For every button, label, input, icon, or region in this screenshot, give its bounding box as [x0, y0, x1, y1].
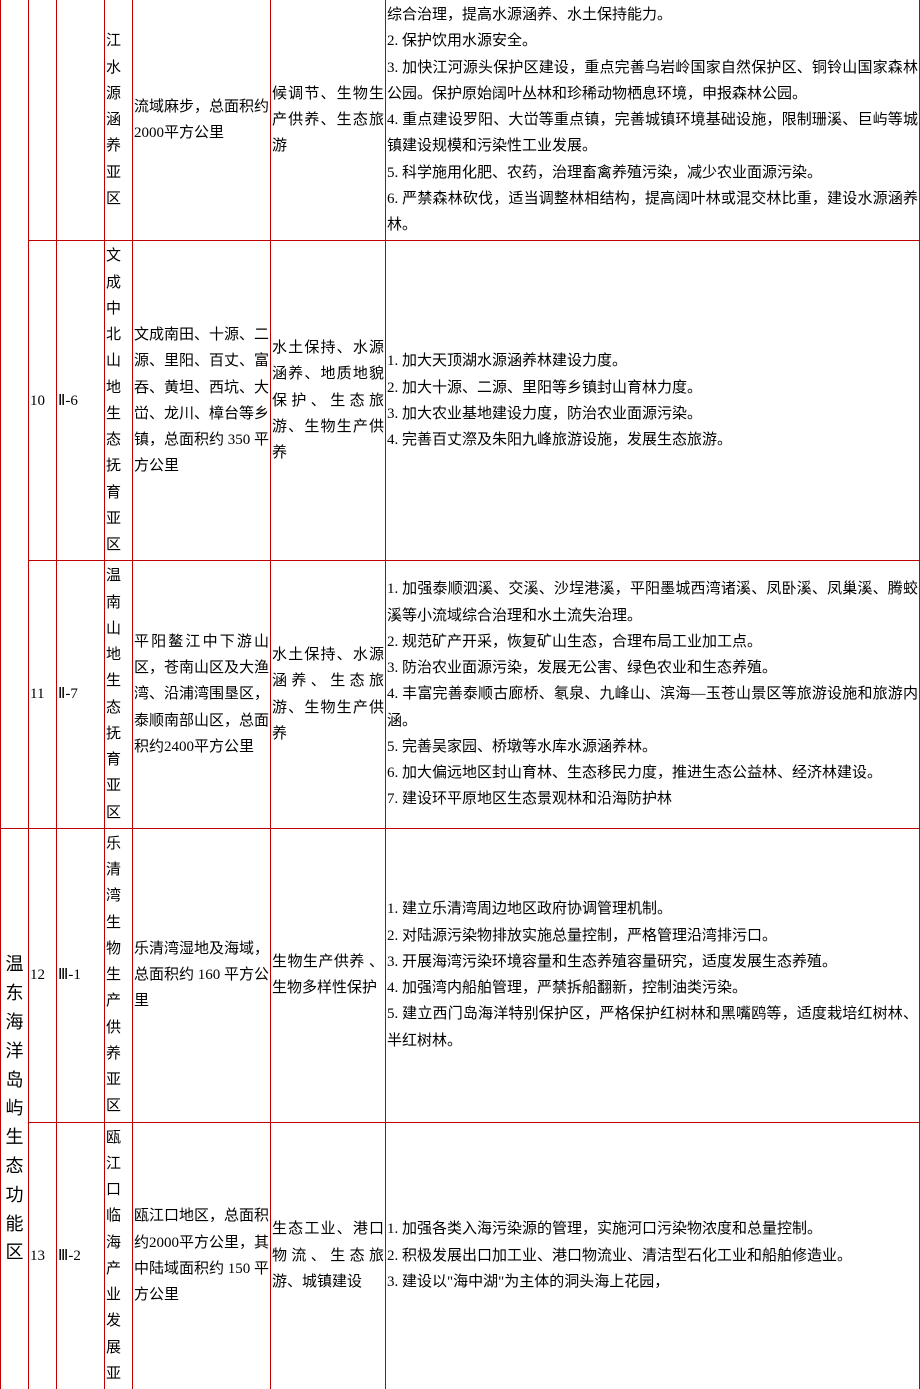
subzone-cell: 文成中北山地生态抚育亚区: [105, 241, 133, 561]
zone-label-text: 温东海洋岛屿生态功能区: [2, 950, 27, 1267]
table-row: 温东海洋岛屿生态功能区 12 Ⅲ-1 乐清湾生物生产供养亚区 乐清湾湿地及海域，…: [1, 828, 920, 1122]
functions-cell: 水土保持、水源涵养、生态旅游、生物生产供养: [271, 561, 386, 829]
code-cell: Ⅱ-7: [57, 561, 105, 829]
area-cell: 平阳鳌江中下游山区，苍南山区及大渔湾、沿浦湾围垦区，泰顺南部山区，总面积约240…: [133, 561, 271, 829]
seq-cell: 10: [29, 241, 57, 561]
measures-cell: 1. 建立乐清湾周边地区政府协调管理机制。 2. 对陆源污染物排放实施总量控制，…: [386, 828, 920, 1122]
area-cell: 乐清湾湿地及海域，总面积约 160 平方公里: [133, 828, 271, 1122]
subzone-cell: 江水源涵养亚区: [105, 0, 133, 241]
table-row: 11 Ⅱ-7 温南山地生态抚育亚区 平阳鳌江中下游山区，苍南山区及大渔湾、沿浦湾…: [1, 561, 920, 829]
table-row: 10 Ⅱ-6 文成中北山地生态抚育亚区 文成南田、十源、二源、里阳、百丈、富吞、…: [1, 241, 920, 561]
subzone-cell: 瓯江口临海产业发展亚: [105, 1122, 133, 1389]
seq-cell: [29, 0, 57, 241]
seq-cell: 12: [29, 828, 57, 1122]
zone-label-cell: [1, 0, 29, 828]
table-row: 13 Ⅲ-2 瓯江口临海产业发展亚 瓯江口地区，总面积约2000平方公里，其中陆…: [1, 1122, 920, 1389]
subzone-cell: 温南山地生态抚育亚区: [105, 561, 133, 829]
code-cell: Ⅲ-2: [57, 1122, 105, 1389]
measures-cell: 综合治理，提高水源涵养、水土保持能力。 2. 保护饮用水源安全。 3. 加快江河…: [386, 0, 920, 241]
seq-cell: 13: [29, 1122, 57, 1389]
functions-cell: 候调节、生物生产供养、生态旅游: [271, 0, 386, 241]
table-row: 江水源涵养亚区 流域麻步，总面积约2000平方公里 候调节、生物生产供养、生态旅…: [1, 0, 920, 241]
main-table: 江水源涵养亚区 流域麻步，总面积约2000平方公里 候调节、生物生产供养、生态旅…: [0, 0, 920, 1389]
measures-cell: 1. 加大天顶湖水源涵养林建设力度。 2. 加大十源、二源、里阳等乡镇封山育林力…: [386, 241, 920, 561]
functions-cell: 生物生产供养 、生物多样性保护: [271, 828, 386, 1122]
measures-cell: 1. 加强泰顺泗溪、交溪、沙埕港溪，平阳墨城西湾诸溪、凤卧溪、凤巢溪、腾蛟溪等小…: [386, 561, 920, 829]
area-cell: 瓯江口地区，总面积约2000平方公里，其中陆域面积约 150 平方公里: [133, 1122, 271, 1389]
code-cell: Ⅲ-1: [57, 828, 105, 1122]
measures-cell: 1. 加强各类入海污染源的管理，实施河口污染物浓度和总量控制。 2. 积极发展出…: [386, 1122, 920, 1389]
code-cell: Ⅱ-6: [57, 241, 105, 561]
seq-cell: 11: [29, 561, 57, 829]
functions-cell: 水土保持、水源涵养、地质地貌保护、生态旅游、生物生产供养: [271, 241, 386, 561]
subzone-cell: 乐清湾生物生产供养亚区: [105, 828, 133, 1122]
area-cell: 文成南田、十源、二源、里阳、百丈、富吞、黄坦、西坑、大峃、龙川、樟台等乡镇，总面…: [133, 241, 271, 561]
functions-cell: 生态工业、港口物流、生态旅游、城镇建设: [271, 1122, 386, 1389]
zone-label-cell: 温东海洋岛屿生态功能区: [1, 828, 29, 1389]
area-cell: 流域麻步，总面积约2000平方公里: [133, 0, 271, 241]
code-cell: [57, 0, 105, 241]
